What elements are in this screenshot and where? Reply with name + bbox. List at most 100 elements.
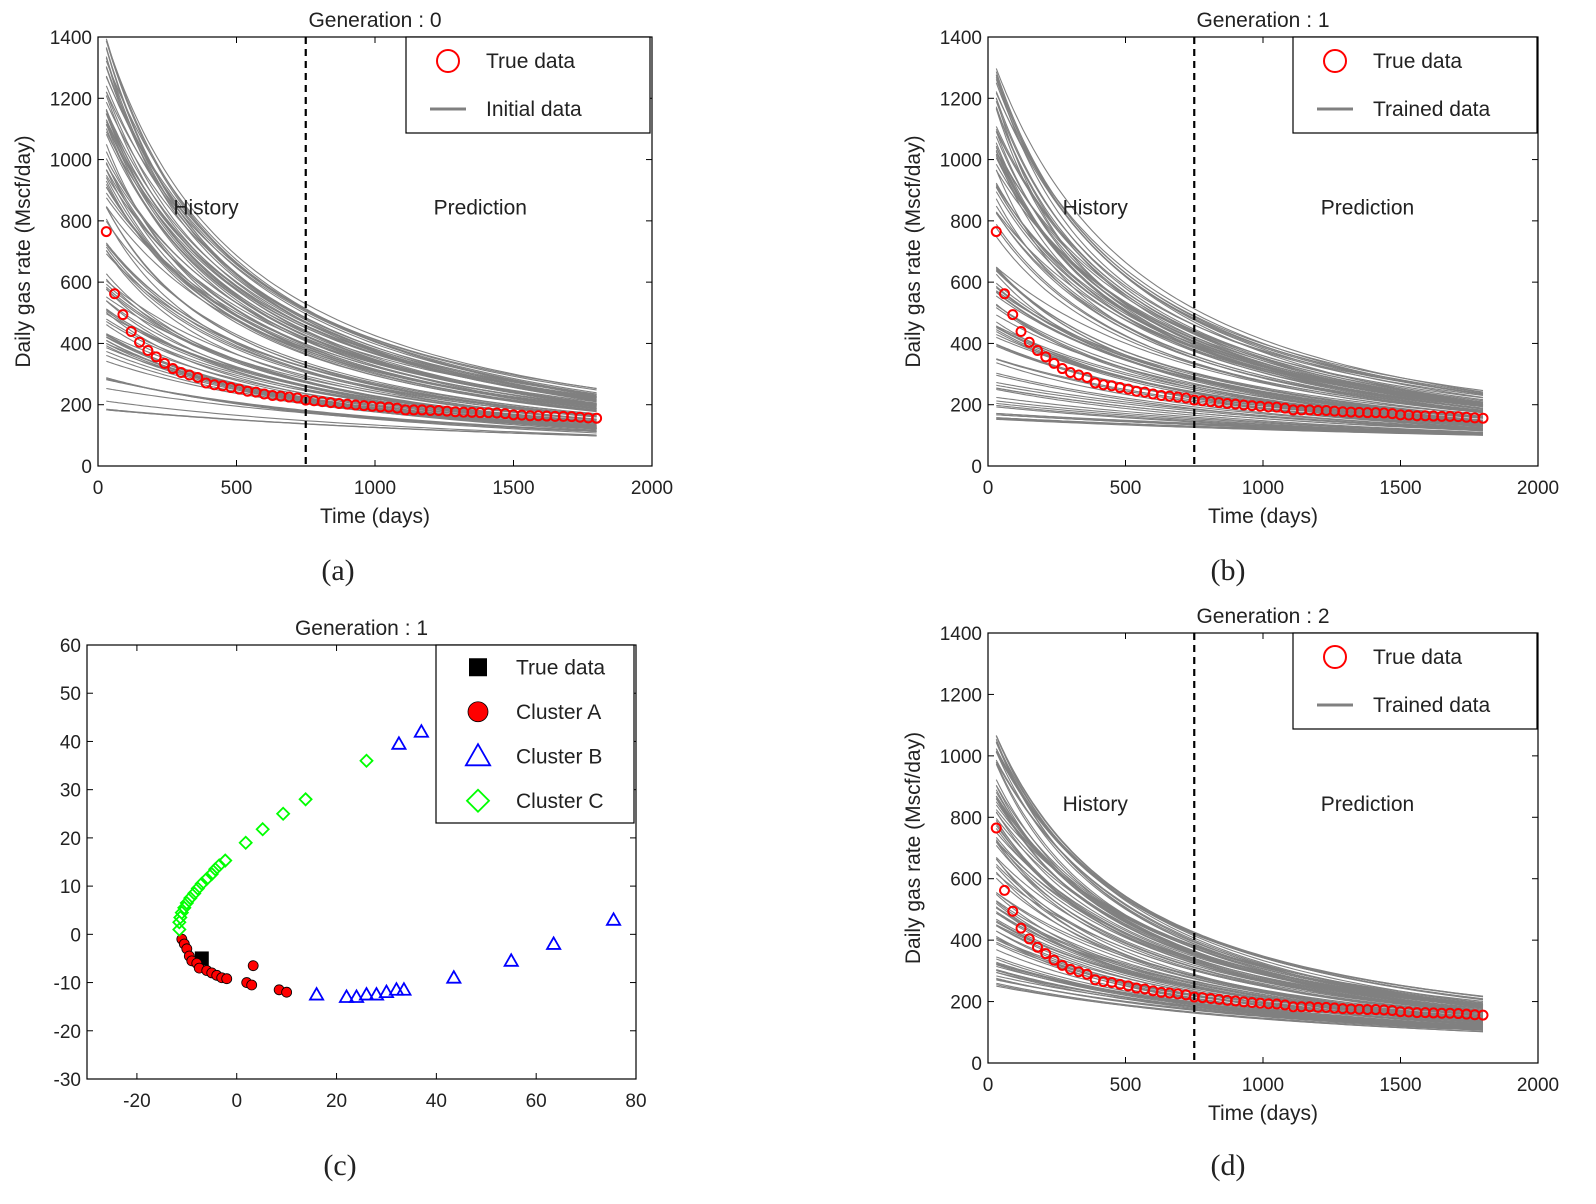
ensemble-line (996, 396, 1484, 434)
x-tick-label: 1000 (1242, 1075, 1284, 1096)
legend-marker (467, 701, 489, 723)
y-tick-label: 1000 (940, 151, 982, 172)
true-data-point (150, 351, 162, 363)
true-data-point (134, 336, 146, 348)
true-data-markers (100, 226, 603, 424)
y-tick-label: 200 (60, 396, 92, 417)
y-tick-label: 0 (971, 1054, 982, 1075)
true-data-markers (990, 226, 1489, 424)
legend: True data Initial data (405, 36, 651, 134)
scatter-point (207, 861, 223, 877)
chart-panel-1: History Prediction 0 500 1000 1500 2000 0 200 400… (12, 9, 673, 528)
y-tick-label: -30 (54, 1070, 81, 1091)
x-tick-label: 1000 (1242, 478, 1284, 499)
legend-label: Initial data (486, 98, 582, 121)
y-tick-label: 600 (950, 870, 982, 891)
scatter-point (545, 935, 562, 950)
ensemble-line (995, 841, 1484, 1014)
y-tick-label: 40 (60, 732, 81, 753)
true-data-point (1015, 922, 1027, 934)
ensemble-line (996, 374, 1484, 432)
ensemble-line (105, 108, 597, 398)
x-axis-title: Time (days) (1208, 1102, 1318, 1125)
ensemble-line (105, 47, 597, 402)
y-tick-label: 1200 (50, 89, 92, 110)
y-tick-label: 1400 (50, 28, 92, 49)
ensemble-line (995, 839, 1484, 1013)
y-tick-label: -20 (54, 1022, 81, 1043)
x-tick-label: 40 (426, 1091, 447, 1112)
scatter-point (217, 853, 233, 868)
legend-label: True data (1373, 646, 1462, 669)
scatter-point (378, 983, 395, 999)
ensemble-line (105, 40, 597, 390)
ensemble-line (995, 236, 1484, 413)
ensemble-line (995, 911, 1484, 1024)
scatter-point (199, 871, 215, 887)
y-tick-label: 200 (950, 993, 982, 1014)
y-tick-label: 1000 (50, 151, 92, 172)
prediction-label: Prediction (1321, 793, 1414, 816)
ensemble-line (995, 304, 1484, 424)
y-tick-label: 600 (60, 273, 92, 294)
ensemble-line (995, 76, 1484, 396)
true-data-point (1040, 351, 1052, 363)
x-tick-label: 1500 (492, 478, 534, 499)
ensemble-line (995, 151, 1484, 410)
y-tick-label: 400 (60, 334, 92, 355)
legend: True data Trained data (1292, 632, 1538, 730)
y-axis-title: Daily gas rate (Mscf/day) (12, 135, 35, 367)
x-tick-label: 0 (983, 478, 994, 499)
scatter-point (172, 922, 187, 937)
ensemble-line (105, 244, 597, 421)
legend-marker (469, 658, 487, 677)
true-data-point (192, 371, 204, 383)
y-tick-label: 1200 (940, 685, 982, 706)
ensemble-lines-group (995, 68, 1484, 436)
scatter-point (413, 723, 430, 738)
y-tick-label: 0 (971, 457, 982, 478)
ensemble-line (105, 218, 597, 418)
scatter-point (238, 835, 253, 850)
x-tick-label: 2000 (1517, 1075, 1559, 1096)
ensemble-line (105, 186, 597, 410)
y-tick-label: 600 (950, 273, 982, 294)
x-tick-label: 1000 (354, 478, 396, 499)
chart-title: Generation : 0 (308, 9, 441, 32)
ensemble-line (995, 182, 1484, 412)
panel-caption: (d) (1211, 1149, 1246, 1182)
ensemble-line (996, 417, 1484, 436)
y-tick-label: 0 (70, 925, 81, 946)
true-data-point (158, 357, 170, 369)
ensemble-line (106, 409, 597, 437)
history-label: History (1063, 793, 1129, 816)
plot-content (100, 37, 603, 466)
true-data-point (1040, 948, 1052, 960)
x-tick-label: 0 (93, 478, 104, 499)
ensemble-line (995, 741, 1484, 1006)
legend-label: Cluster C (516, 790, 604, 813)
true-data-point (990, 822, 1002, 834)
scatter-point (298, 792, 313, 807)
y-tick-label: 30 (60, 781, 81, 802)
scatter-point (308, 986, 325, 1001)
true-data-point (1081, 371, 1093, 383)
ensemble-line (105, 192, 597, 407)
legend-marker (465, 788, 491, 814)
x-tick-label: 20 (326, 1091, 347, 1112)
y-tick-label: 60 (60, 636, 81, 657)
x-tick-label: -20 (123, 1091, 150, 1112)
scatter-point (179, 895, 195, 911)
ensemble-line (995, 763, 1484, 1005)
x-tick-label: 0 (983, 1075, 994, 1096)
scatter-point (177, 900, 192, 916)
legend: True data Trained data (1292, 36, 1538, 134)
ensemble-line (995, 822, 1484, 1014)
ensemble-line (995, 873, 1484, 1017)
y-tick-label: 400 (950, 334, 982, 355)
ensemble-line (996, 387, 1484, 432)
legend-marker (1323, 645, 1347, 669)
ensemble-line (995, 291, 1484, 419)
y-tick-label: 800 (950, 212, 982, 233)
scatter-point (395, 981, 413, 996)
